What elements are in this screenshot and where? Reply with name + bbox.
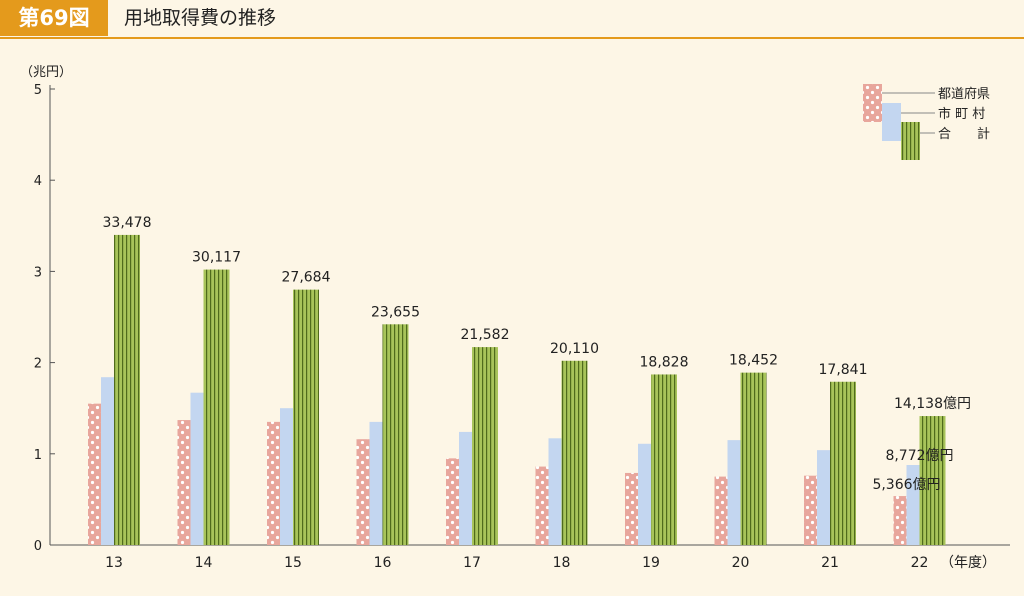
y-tick-label: 1 xyxy=(34,448,42,463)
legend-label-municipality: 市 町 村 xyxy=(938,106,985,122)
y-tick-label: 5 xyxy=(34,83,42,98)
y-axis-unit: （兆円） xyxy=(20,65,72,80)
axes: （兆円） 0 1 2 3 4 5 13 14 15 16 17 18 19 20 21 22 （年度） xyxy=(20,65,1010,571)
y-tick-label: 3 xyxy=(34,265,42,280)
legend-label-total: 合 計 xyxy=(938,126,990,142)
x-tick-label: 14 xyxy=(195,555,213,571)
figure-title: 用地取得費の推移 xyxy=(124,7,277,29)
figure-header: 第69図 用地取得費の推移 xyxy=(0,0,1024,39)
bars xyxy=(88,234,946,546)
municipality-value-label: 8,772億円 xyxy=(885,448,953,464)
legend-swatch-municipality xyxy=(882,103,901,141)
total-value-label: 14,138億円 xyxy=(894,396,971,412)
legend-label-prefecture: 都道府県 xyxy=(938,87,990,102)
total-value-label: 20,110 xyxy=(550,341,599,357)
total-value-label: 17,841 xyxy=(819,362,868,378)
total-value-label: 21,582 xyxy=(461,327,510,343)
figure-number-badge: 第69図 xyxy=(0,0,108,36)
bar-total xyxy=(203,269,230,545)
bar-total xyxy=(651,374,677,545)
bar-total xyxy=(740,372,767,545)
bar-total xyxy=(830,381,856,545)
y-tick-label: 2 xyxy=(34,357,42,372)
legend-swatch-total xyxy=(901,122,920,160)
x-tick-label: 19 xyxy=(642,555,660,571)
y-tick-label: 0 xyxy=(34,539,42,554)
total-value-label: 30,117 xyxy=(192,250,241,266)
bar-total xyxy=(382,324,409,545)
bar-total xyxy=(919,416,946,545)
x-tick-label: 22 xyxy=(911,555,929,571)
x-tick-label: 20 xyxy=(732,555,750,571)
prefecture-value-label: 5,366億円 xyxy=(872,477,940,493)
x-tick-label: 13 xyxy=(105,555,123,571)
legend-swatch-prefecture xyxy=(863,84,882,122)
header-rule xyxy=(0,37,1024,39)
x-tick-label: 18 xyxy=(553,555,571,571)
total-value-label: 23,655 xyxy=(371,304,420,320)
x-tick-label: 15 xyxy=(284,555,302,571)
bar-total xyxy=(293,289,319,545)
bar-total xyxy=(561,360,588,545)
bar-total xyxy=(472,347,498,545)
y-tick-label: 4 xyxy=(34,174,42,189)
x-tick-label: 16 xyxy=(374,555,392,571)
data-labels: 33,478 30,117 27,684 23,655 21,582 20,110 18,8… xyxy=(103,215,972,493)
x-tick-label: 21 xyxy=(821,555,839,571)
total-value-label: 27,684 xyxy=(282,270,331,286)
total-value-label: 18,452 xyxy=(729,353,778,369)
total-value-label: 33,478 xyxy=(103,215,152,231)
x-axis-unit: （年度） xyxy=(940,555,996,571)
bar-total xyxy=(114,234,140,546)
x-tick-label: 17 xyxy=(463,555,481,571)
total-value-label: 18,828 xyxy=(640,354,689,370)
